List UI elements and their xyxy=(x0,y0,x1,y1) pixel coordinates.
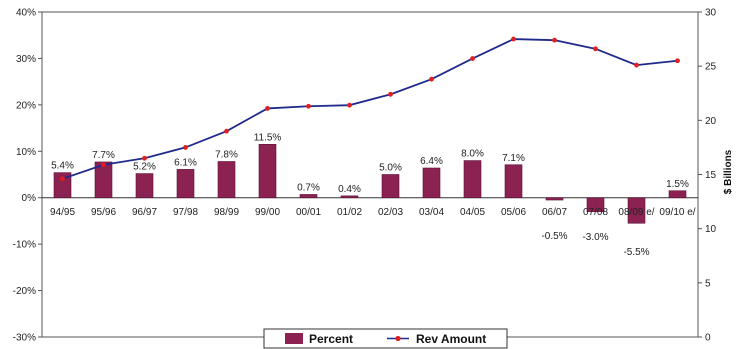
bar xyxy=(94,161,113,199)
right-axis-tick-label: 15 xyxy=(705,170,717,181)
left-axis-tick-label: -20% xyxy=(13,286,36,297)
bar-value-label: 1.5% xyxy=(666,179,689,190)
x-axis-tick-label: 05/06 xyxy=(501,207,526,218)
bar xyxy=(176,169,195,199)
left-axis-tick-label: 40% xyxy=(16,8,36,19)
bar-value-label: 5.0% xyxy=(379,163,402,174)
data-labels: 5.4% 7.7% 5.2% 6.1% 7.8% 11.5% 0.7% 0.4% 5.0% 6.4… xyxy=(51,132,689,258)
rev-amount-point xyxy=(60,176,65,182)
rev-amount-point xyxy=(634,62,639,68)
bar xyxy=(463,160,482,199)
bar xyxy=(258,144,277,199)
line-series xyxy=(60,36,680,182)
bar-value-label: -0.5% xyxy=(541,231,567,242)
bar xyxy=(504,164,523,199)
bar xyxy=(627,197,646,224)
right-axis-label: $ Billions xyxy=(723,149,734,194)
right-axis-tick-label: 25 xyxy=(705,62,717,73)
legend-swatch-percent xyxy=(285,333,303,344)
x-axis-tick-label: 06/07 xyxy=(542,207,567,218)
x-axis-tick-label: 09/10 e/ xyxy=(659,207,695,218)
x-axis-tick-label: 07/08 xyxy=(583,207,608,218)
x-axis-tick-label: 97/98 xyxy=(173,207,198,218)
legend-marker-rev xyxy=(395,335,401,342)
bar xyxy=(545,197,564,201)
rev-amount-point xyxy=(142,155,147,161)
x-axis-tick-label: 01/02 xyxy=(337,207,362,218)
bar-value-label: -5.5% xyxy=(623,247,649,258)
axes: -30% -20% -10% 0% 10% 20% 30% 40% 0 5 10 15 20 25 30 94… xyxy=(13,8,717,344)
x-axis-tick-label: 96/97 xyxy=(132,207,157,218)
rev-amount-point xyxy=(101,162,106,168)
legend-box xyxy=(263,328,508,349)
x-axis-tick-label: 08/09 e/ xyxy=(618,207,654,218)
x-axis-tick-label: 98/99 xyxy=(214,207,239,218)
legend-label-rev-amount: Rev Amount xyxy=(416,332,486,346)
bar xyxy=(299,194,318,199)
right-axis-tick-label: 20 xyxy=(705,116,717,127)
bar-value-label: 7.7% xyxy=(92,150,115,161)
rev-amount-line xyxy=(62,38,678,180)
x-axis-tick-label: 02/03 xyxy=(378,207,403,218)
rev-amount-point xyxy=(183,145,188,150)
bar xyxy=(53,172,72,199)
left-axis-tick-label: 20% xyxy=(16,100,36,111)
x-axis-tick-label: 00/01 xyxy=(296,207,321,218)
rev-amount-point xyxy=(265,106,270,111)
bar-value-label: 5.2% xyxy=(133,162,156,173)
x-axis-tick-label: 94/95 xyxy=(50,207,75,218)
bar-series xyxy=(53,144,687,224)
bar-value-label: 0.4% xyxy=(338,184,361,195)
bar xyxy=(586,197,605,212)
left-axis-tick-label: -10% xyxy=(13,240,36,251)
right-axis-tick-label: 30 xyxy=(705,8,717,19)
bar xyxy=(381,174,400,199)
bar-value-label: 6.4% xyxy=(420,156,443,167)
bar xyxy=(135,173,154,199)
left-axis-tick-label: -30% xyxy=(13,333,36,344)
rev-amount-point xyxy=(224,128,229,134)
x-axis-tick-label: 99/00 xyxy=(255,207,280,218)
x-axis-tick-label: 04/05 xyxy=(460,207,485,218)
bar-value-label: 7.8% xyxy=(215,150,238,161)
rev-amount-point xyxy=(429,76,434,82)
bar-value-label: 8.0% xyxy=(461,149,484,160)
rev-amount-point xyxy=(511,36,516,42)
bar xyxy=(422,167,441,199)
left-axis-tick-label: 0% xyxy=(22,193,37,204)
right-axis-tick-label: 10 xyxy=(705,224,717,235)
x-axis-tick-label: 95/96 xyxy=(91,207,116,218)
x-axis-tick-label: 03/04 xyxy=(419,207,444,218)
rev-amount-point xyxy=(388,91,393,97)
rev-amount-point xyxy=(552,37,557,43)
bar-value-label: 0.7% xyxy=(297,182,320,193)
rev-amount-point xyxy=(470,56,475,61)
legend-label-percent: Percent xyxy=(309,332,353,346)
bar xyxy=(668,190,687,199)
bar xyxy=(340,195,359,199)
right-axis-tick-label: 0 xyxy=(705,333,711,344)
bar-value-label: 7.1% xyxy=(502,153,525,164)
bar xyxy=(217,161,236,199)
bar-value-label: 6.1% xyxy=(174,157,197,168)
rev-amount-point xyxy=(306,103,311,109)
rev-amount-point xyxy=(593,46,598,52)
bar-value-label: 5.4% xyxy=(51,161,74,172)
rev-amount-point xyxy=(675,58,680,64)
bar-value-label: -3.0% xyxy=(582,232,608,243)
left-axis-tick-label: 30% xyxy=(16,54,36,65)
legend: Percent Rev Amount xyxy=(263,328,508,349)
bar-value-label: 11.5% xyxy=(254,132,282,143)
rev-amount-point xyxy=(347,102,352,108)
left-axis-tick-label: 10% xyxy=(16,147,36,158)
right-axis-tick-label: 5 xyxy=(705,278,711,289)
